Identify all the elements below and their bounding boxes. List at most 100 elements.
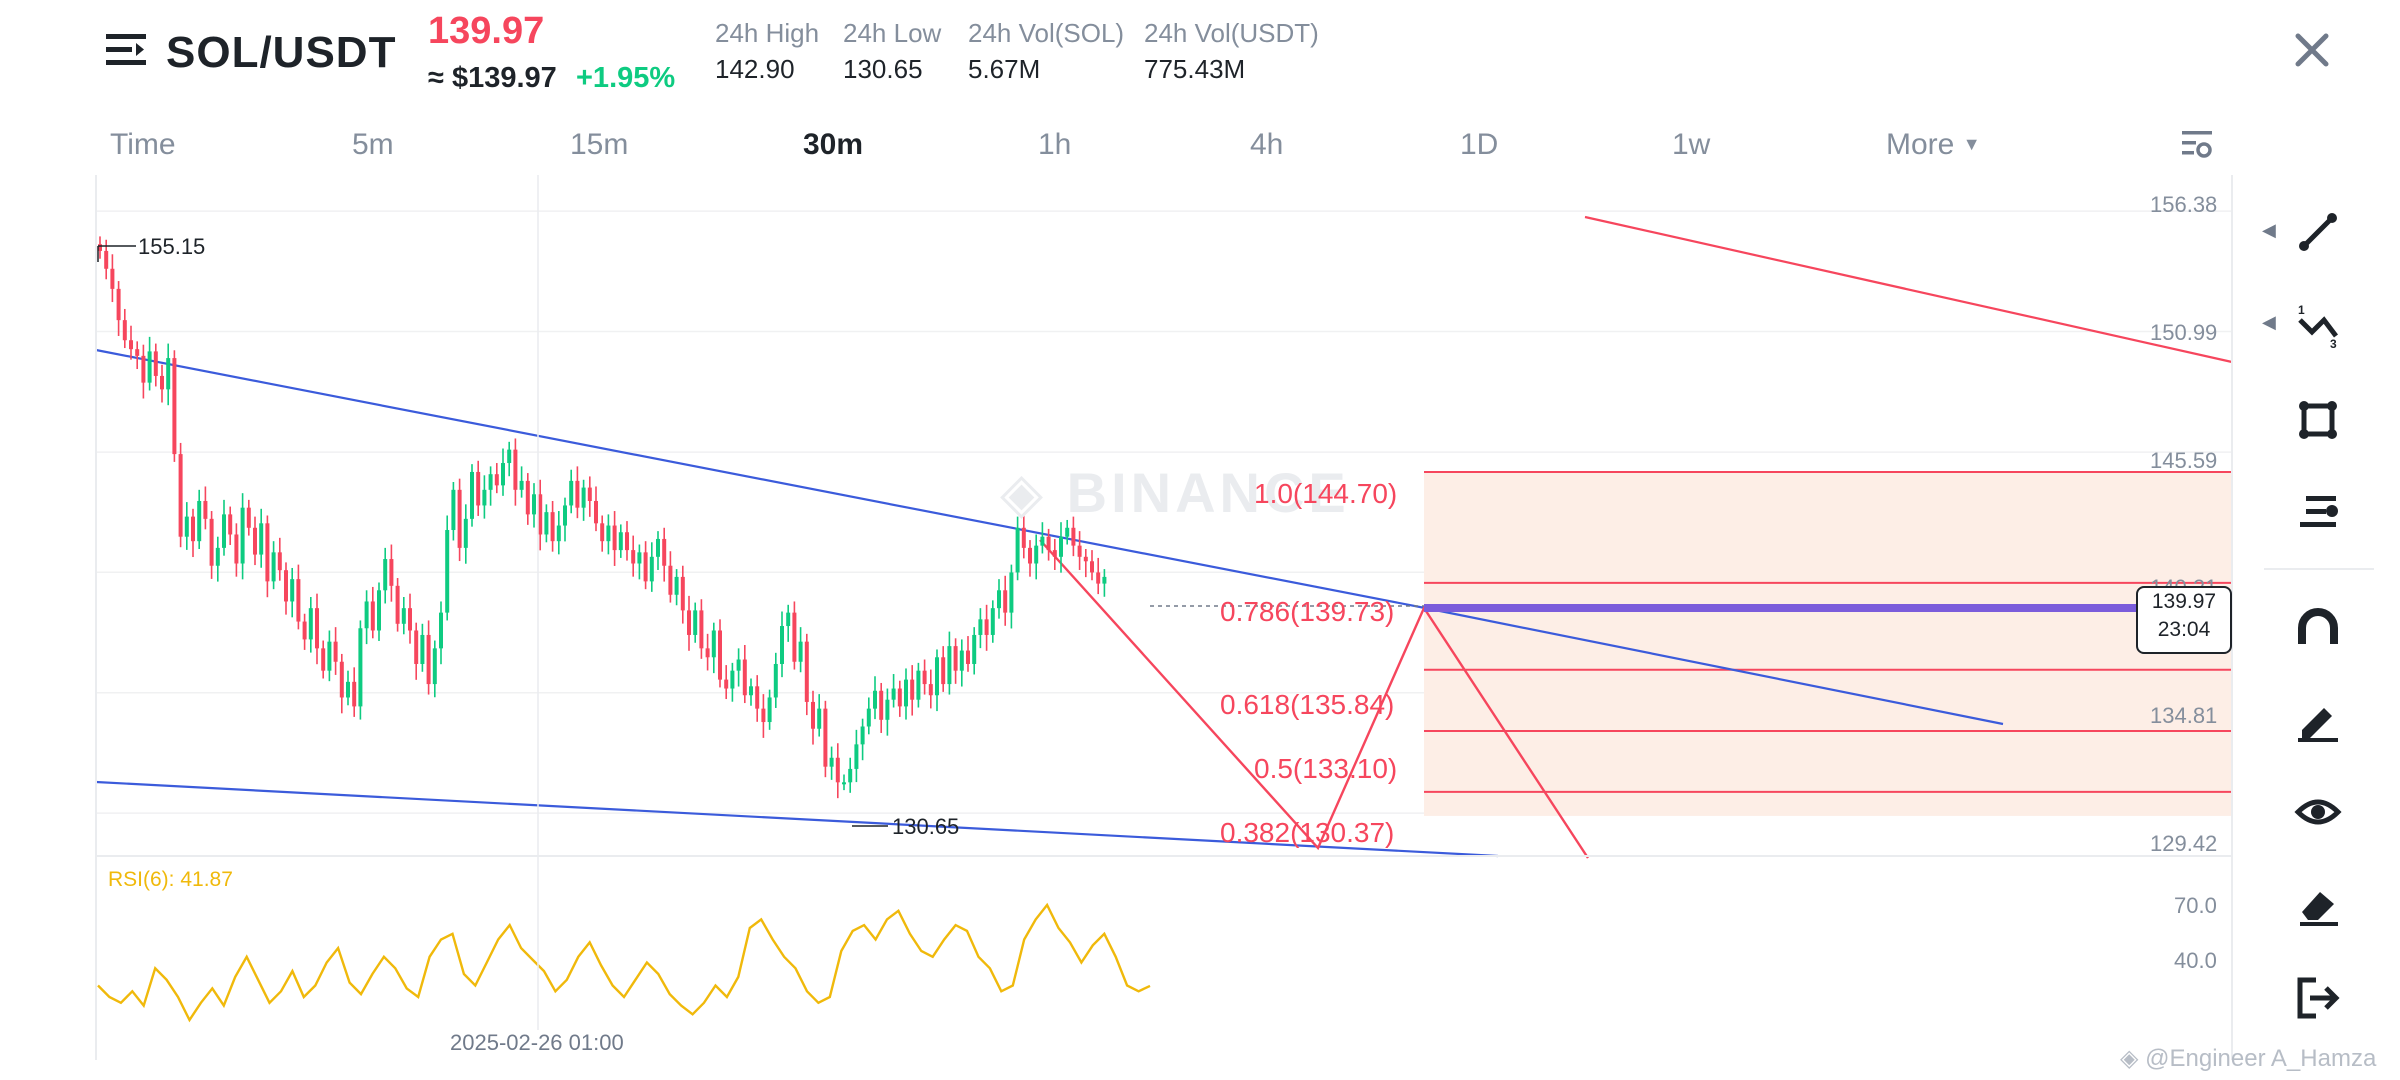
magnet-icon[interactable]	[2294, 604, 2342, 652]
pair-name[interactable]: SOL/USDT	[166, 28, 397, 77]
candle-body	[414, 630, 419, 664]
candle-body	[885, 699, 890, 720]
candle-body	[116, 288, 121, 321]
candle-body	[228, 514, 233, 535]
candle-body	[618, 532, 623, 551]
candle-body	[1009, 572, 1014, 613]
candle-body	[451, 489, 456, 531]
binance-logo-icon: ◈	[1000, 461, 1048, 524]
red-resistance-line	[1584, 215, 2233, 364]
candle-body	[1015, 527, 1020, 573]
rsi-line	[97, 902, 1151, 1023]
eraser-icon[interactable]	[2294, 880, 2342, 928]
candle-body	[643, 552, 648, 582]
toolbar-expand-icon[interactable]: ◀	[2262, 312, 2276, 332]
date-axis-label: 2025-02-26 01:00	[450, 1030, 624, 1055]
multi-line-icon[interactable]: 1 3	[2294, 302, 2342, 350]
toolbar-expand-icon[interactable]: ◀	[2262, 220, 2276, 240]
candle-body	[420, 634, 425, 664]
candle-body	[507, 449, 512, 464]
candle-body	[544, 512, 549, 535]
exit-icon[interactable]	[2294, 974, 2342, 1022]
candle-body	[928, 684, 933, 696]
candle-body	[711, 630, 716, 658]
lower-channel-line	[95, 780, 1499, 858]
candle-body	[749, 686, 753, 696]
candle-body	[1059, 536, 1063, 557]
candle-body	[153, 351, 158, 376]
tab-4h[interactable]: 4h	[1250, 128, 1284, 161]
chart-grid	[96, 210, 2232, 814]
toolbar-divider	[2264, 568, 2374, 570]
candle-body	[718, 630, 722, 680]
tab-1h[interactable]: 1h	[1038, 128, 1072, 161]
candle-body	[271, 552, 276, 582]
fib-label: 1.0(144.70)	[1254, 478, 1398, 509]
candle-body	[786, 612, 791, 627]
fib-label: 0.786(139.73)	[1220, 596, 1395, 627]
tab-1d[interactable]: 1D	[1460, 128, 1499, 161]
candle-body	[321, 648, 326, 671]
candle-body	[904, 679, 908, 707]
candle-body	[104, 250, 109, 269]
candle-body	[662, 538, 667, 566]
menu-icon[interactable]	[106, 30, 146, 70]
close-icon[interactable]	[2290, 28, 2334, 72]
tab-5m[interactable]: 5m	[352, 128, 394, 161]
candle-body	[259, 523, 264, 555]
candle-body	[705, 648, 710, 658]
candle-body	[209, 518, 214, 566]
tab-more[interactable]: More ▼	[1886, 128, 1981, 162]
candle-body	[532, 494, 536, 515]
eye-icon[interactable]	[2294, 788, 2342, 836]
chart-settings-icon[interactable]	[2180, 128, 2214, 162]
candle-body	[656, 538, 660, 557]
candle-body	[463, 518, 468, 548]
candle-body	[470, 471, 474, 519]
candle-countdown: 23:04	[2157, 618, 2211, 641]
candle-body	[556, 525, 561, 542]
candle-body	[811, 701, 815, 729]
candle-body	[234, 534, 239, 564]
trend-line-icon[interactable]	[2294, 208, 2342, 256]
candle-body	[98, 244, 102, 251]
candle-body	[339, 661, 344, 698]
candle-body	[860, 726, 865, 745]
candle-body	[798, 641, 803, 662]
candle-body	[1003, 590, 1008, 613]
candle-body	[408, 608, 412, 631]
candle-body	[947, 646, 952, 685]
candle-body	[129, 340, 133, 350]
candle-body	[699, 610, 704, 649]
candle-body	[191, 516, 195, 542]
candle-body	[742, 659, 747, 696]
candle-body	[978, 619, 983, 635]
tab-30m[interactable]: 30m	[803, 128, 864, 161]
candle-body	[587, 487, 592, 501]
candle-body	[1071, 527, 1076, 546]
candle-body	[612, 525, 617, 551]
candle-body	[308, 608, 313, 640]
candle-body	[172, 358, 177, 455]
candle-body	[575, 480, 580, 508]
candle-body	[296, 579, 301, 622]
low-label: 130.65	[892, 814, 960, 839]
candle-body	[284, 570, 288, 602]
fib-lines	[1424, 470, 2232, 793]
candle-body	[674, 576, 679, 595]
fib-label: 0.382(130.37)	[1220, 817, 1395, 848]
candle-body	[922, 670, 927, 685]
fib-tool-icon[interactable]	[2294, 488, 2342, 536]
price-axis-label: 134.81	[2150, 703, 2218, 728]
rectangle-icon[interactable]	[2294, 396, 2342, 444]
candle-body	[197, 500, 202, 542]
candle-body	[835, 757, 840, 783]
candle-body	[160, 375, 164, 390]
candle-body	[538, 494, 543, 535]
tab-1w[interactable]: 1w	[1672, 128, 1711, 161]
stat-label-low: 24h Low	[843, 18, 942, 48]
pencil-icon[interactable]	[2294, 696, 2342, 744]
tab-15m[interactable]: 15m	[570, 128, 629, 161]
tab-time[interactable]: Time	[110, 128, 176, 161]
